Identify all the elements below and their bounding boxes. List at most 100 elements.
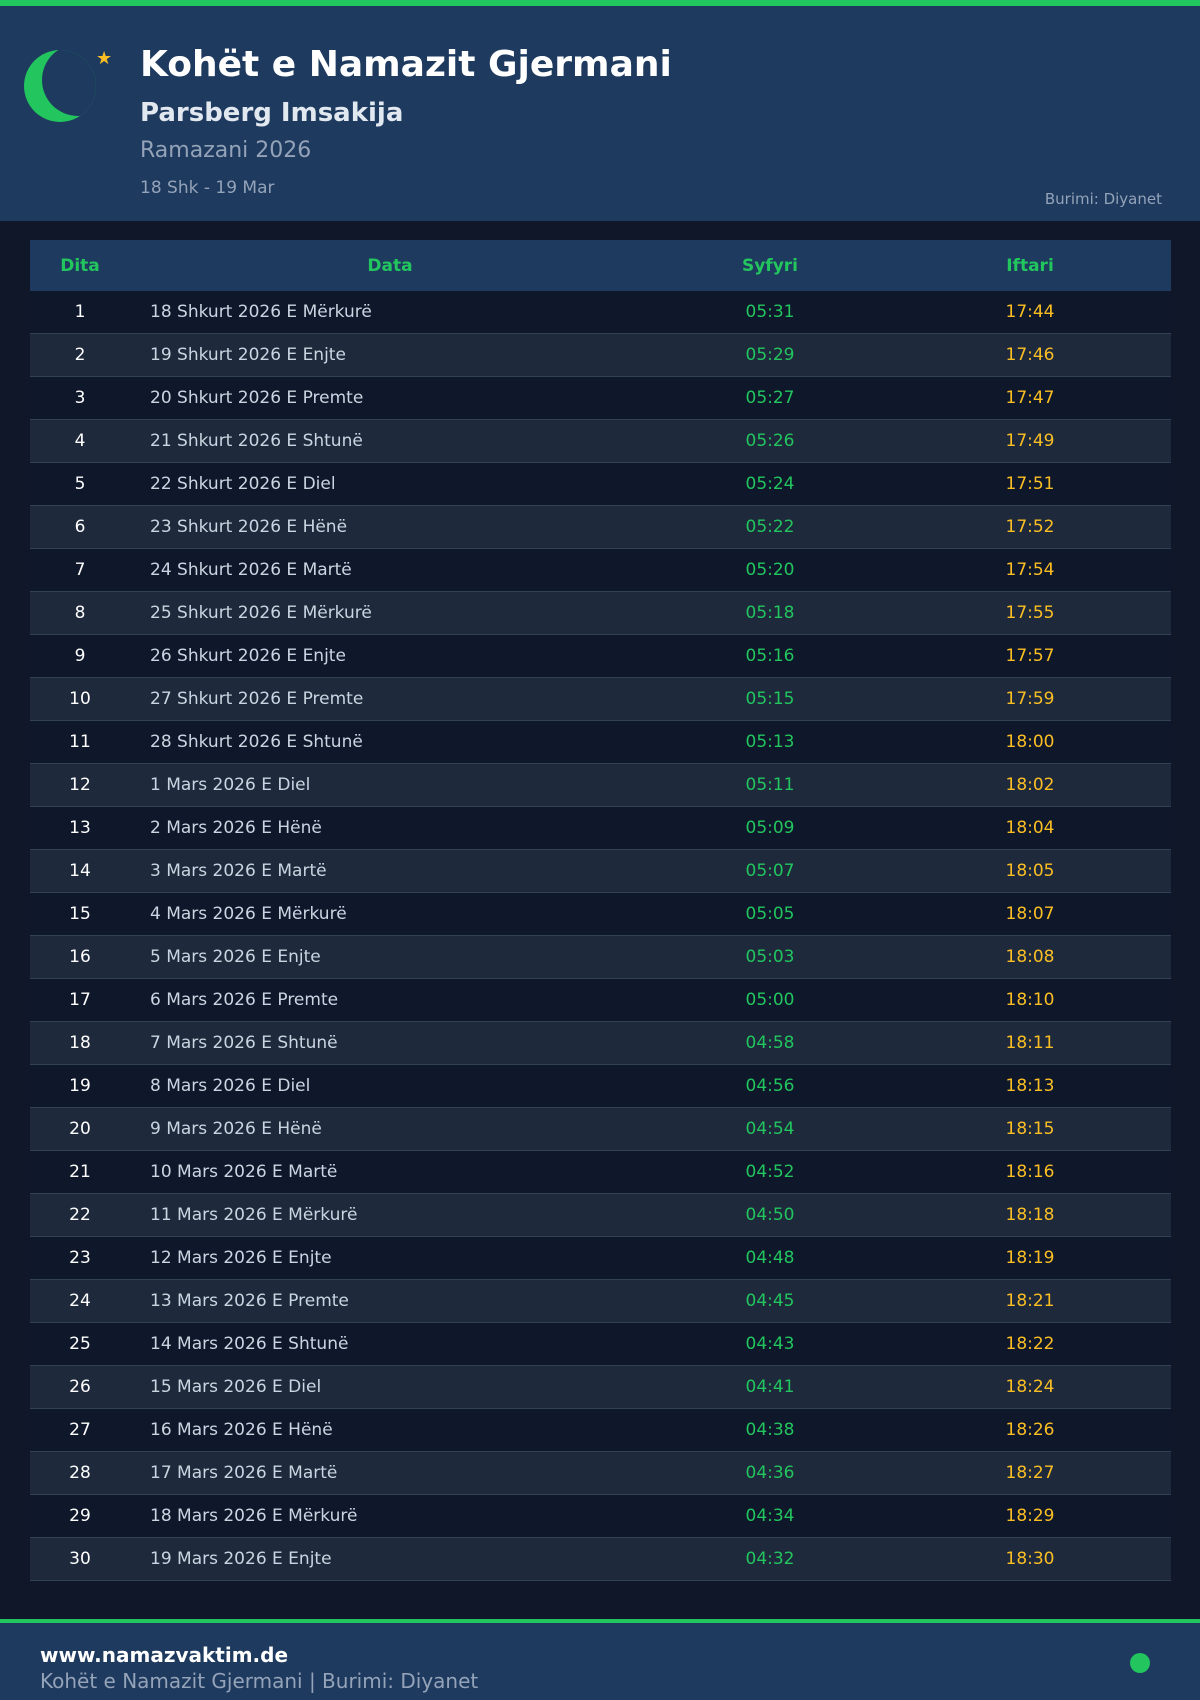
- day-cell: 9: [74, 646, 86, 666]
- iftar-cell: 18:04: [1005, 818, 1055, 838]
- date-cell: 24 Shkurt 2026 E Martë: [150, 560, 352, 580]
- iftar-cell: 17:46: [1005, 345, 1055, 365]
- day-cell: 7: [74, 560, 86, 580]
- day-cell: 24: [69, 1291, 91, 1311]
- suhoor-cell: 05:20: [745, 560, 795, 580]
- iftar-cell: 17:57: [1005, 646, 1055, 666]
- table-row: 11 28 Shkurt 2026 E Shtunë 05:13 18:00: [30, 721, 1171, 764]
- iftar-cell: 17:55: [1005, 603, 1055, 623]
- table-row: 6 23 Shkurt 2026 E Hënë 05:22 17:52: [30, 506, 1171, 549]
- iftar-cell: 18:21: [1005, 1291, 1055, 1311]
- crescent-moon-icon: [24, 50, 96, 122]
- suhoor-cell: 05:13: [745, 732, 795, 752]
- page-footer: www.namazvaktim.de Kohët e Namazit Gjerm…: [0, 1619, 1200, 1700]
- date-cell: 21 Shkurt 2026 E Shtunë: [150, 431, 363, 451]
- iftar-cell: 18:22: [1005, 1334, 1055, 1354]
- date-cell: 25 Shkurt 2026 E Mërkurë: [150, 603, 372, 623]
- date-cell: 16 Mars 2026 E Hënë: [150, 1420, 333, 1440]
- iftar-cell: 18:10: [1005, 990, 1055, 1010]
- date-cell: 14 Mars 2026 E Shtunë: [150, 1334, 349, 1354]
- date-cell: 19 Shkurt 2026 E Enjte: [150, 345, 346, 365]
- table-row: 16 5 Mars 2026 E Enjte 05:03 18:08: [30, 936, 1171, 979]
- suhoor-cell: 04:32: [745, 1549, 795, 1569]
- table-row: 3 20 Shkurt 2026 E Premte 05:27 17:47: [30, 377, 1171, 420]
- date-cell: 20 Shkurt 2026 E Premte: [150, 388, 364, 408]
- table-row: 8 25 Shkurt 2026 E Mërkurë 05:18 17:55: [30, 592, 1171, 635]
- day-cell: 25: [69, 1334, 91, 1354]
- date-cell: 4 Mars 2026 E Mërkurë: [150, 904, 347, 924]
- status-dot-icon: [1130, 1653, 1150, 1673]
- day-cell: 11: [69, 732, 91, 752]
- table-row: 7 24 Shkurt 2026 E Martë 05:20 17:54: [30, 549, 1171, 592]
- date-cell: 9 Mars 2026 E Hënë: [150, 1119, 322, 1139]
- iftar-cell: 18:08: [1005, 947, 1055, 967]
- source-label: Burimi: Diyanet: [1044, 190, 1162, 208]
- column-header-date: Data: [367, 255, 413, 276]
- iftar-cell: 18:24: [1005, 1377, 1055, 1397]
- iftar-cell: 18:07: [1005, 904, 1055, 924]
- date-cell: 3 Mars 2026 E Martë: [150, 861, 327, 881]
- day-cell: 10: [69, 689, 91, 709]
- table-row: 27 16 Mars 2026 E Hënë 04:38 18:26: [30, 1409, 1171, 1452]
- date-cell: 13 Mars 2026 E Premte: [150, 1291, 349, 1311]
- table-row: 17 6 Mars 2026 E Premte 05:00 18:10: [30, 979, 1171, 1022]
- table-row: 24 13 Mars 2026 E Premte 04:45 18:21: [30, 1280, 1171, 1323]
- day-cell: 3: [74, 388, 86, 408]
- iftar-cell: 18:29: [1005, 1506, 1055, 1526]
- date-cell: 12 Mars 2026 E Enjte: [150, 1248, 332, 1268]
- table-row: 29 18 Mars 2026 E Mërkurë 04:34 18:29: [30, 1495, 1171, 1538]
- date-cell: 27 Shkurt 2026 E Premte: [150, 689, 364, 709]
- day-cell: 14: [69, 861, 91, 881]
- date-cell: 26 Shkurt 2026 E Enjte: [150, 646, 346, 666]
- suhoor-cell: 05:11: [745, 775, 795, 795]
- column-header-day: Dita: [60, 255, 100, 276]
- page-title: Kohët e Namazit Gjermani: [140, 44, 672, 85]
- day-cell: 28: [69, 1463, 91, 1483]
- suhoor-cell: 05:29: [745, 345, 795, 365]
- iftar-cell: 17:52: [1005, 517, 1055, 537]
- suhoor-cell: 04:38: [745, 1420, 795, 1440]
- iftar-cell: 17:59: [1005, 689, 1055, 709]
- star-icon: ★: [96, 48, 113, 69]
- day-cell: 6: [74, 517, 86, 537]
- date-cell: 18 Mars 2026 E Mërkurë: [150, 1506, 358, 1526]
- prayer-times-table: Dita Data Syfyri Iftari 1 18 Shkurt 2026 …: [30, 240, 1171, 1581]
- date-cell: 8 Mars 2026 E Diel: [150, 1076, 311, 1096]
- day-cell: 20: [69, 1119, 91, 1139]
- table-row: 4 21 Shkurt 2026 E Shtunë 05:26 17:49: [30, 420, 1171, 463]
- table-row: 1 18 Shkurt 2026 E Mërkurë 05:31 17:44: [30, 291, 1171, 334]
- iftar-cell: 17:44: [1005, 302, 1055, 322]
- suhoor-cell: 05:07: [745, 861, 795, 881]
- suhoor-cell: 05:00: [745, 990, 795, 1010]
- table-row: 19 8 Mars 2026 E Diel 04:56 18:13: [30, 1065, 1171, 1108]
- iftar-cell: 18:11: [1005, 1033, 1055, 1053]
- column-header-iftar: Iftari: [1006, 255, 1054, 276]
- day-cell: 8: [74, 603, 86, 623]
- suhoor-cell: 04:56: [745, 1076, 795, 1096]
- table-row: 2 19 Shkurt 2026 E Enjte 05:29 17:46: [30, 334, 1171, 377]
- suhoor-cell: 05:27: [745, 388, 795, 408]
- day-cell: 23: [69, 1248, 91, 1268]
- day-cell: 5: [74, 474, 86, 494]
- date-cell: 10 Mars 2026 E Martë: [150, 1162, 338, 1182]
- suhoor-cell: 04:48: [745, 1248, 795, 1268]
- day-cell: 17: [69, 990, 91, 1010]
- iftar-cell: 18:15: [1005, 1119, 1055, 1139]
- suhoor-cell: 05:16: [745, 646, 795, 666]
- suhoor-cell: 04:54: [745, 1119, 795, 1139]
- table-row: 28 17 Mars 2026 E Martë 04:36 18:27: [30, 1452, 1171, 1495]
- footer-site-link[interactable]: www.namazvaktim.de: [40, 1643, 289, 1667]
- period-label: Ramazani 2026: [140, 138, 312, 163]
- date-cell: 11 Mars 2026 E Mërkurë: [150, 1205, 358, 1225]
- day-cell: 21: [69, 1162, 91, 1182]
- day-cell: 16: [69, 947, 91, 967]
- day-cell: 1: [74, 302, 86, 322]
- table-body: 1 18 Shkurt 2026 E Mërkurë 05:31 17:44 2 19 S…: [30, 291, 1171, 1581]
- iftar-cell: 17:54: [1005, 560, 1055, 580]
- iftar-cell: 18:19: [1005, 1248, 1055, 1268]
- suhoor-cell: 04:58: [745, 1033, 795, 1053]
- suhoor-cell: 05:22: [745, 517, 795, 537]
- iftar-cell: 18:26: [1005, 1420, 1055, 1440]
- table-header: Dita Data Syfyri Iftari: [30, 240, 1171, 291]
- table-row: 20 9 Mars 2026 E Hënë 04:54 18:15: [30, 1108, 1171, 1151]
